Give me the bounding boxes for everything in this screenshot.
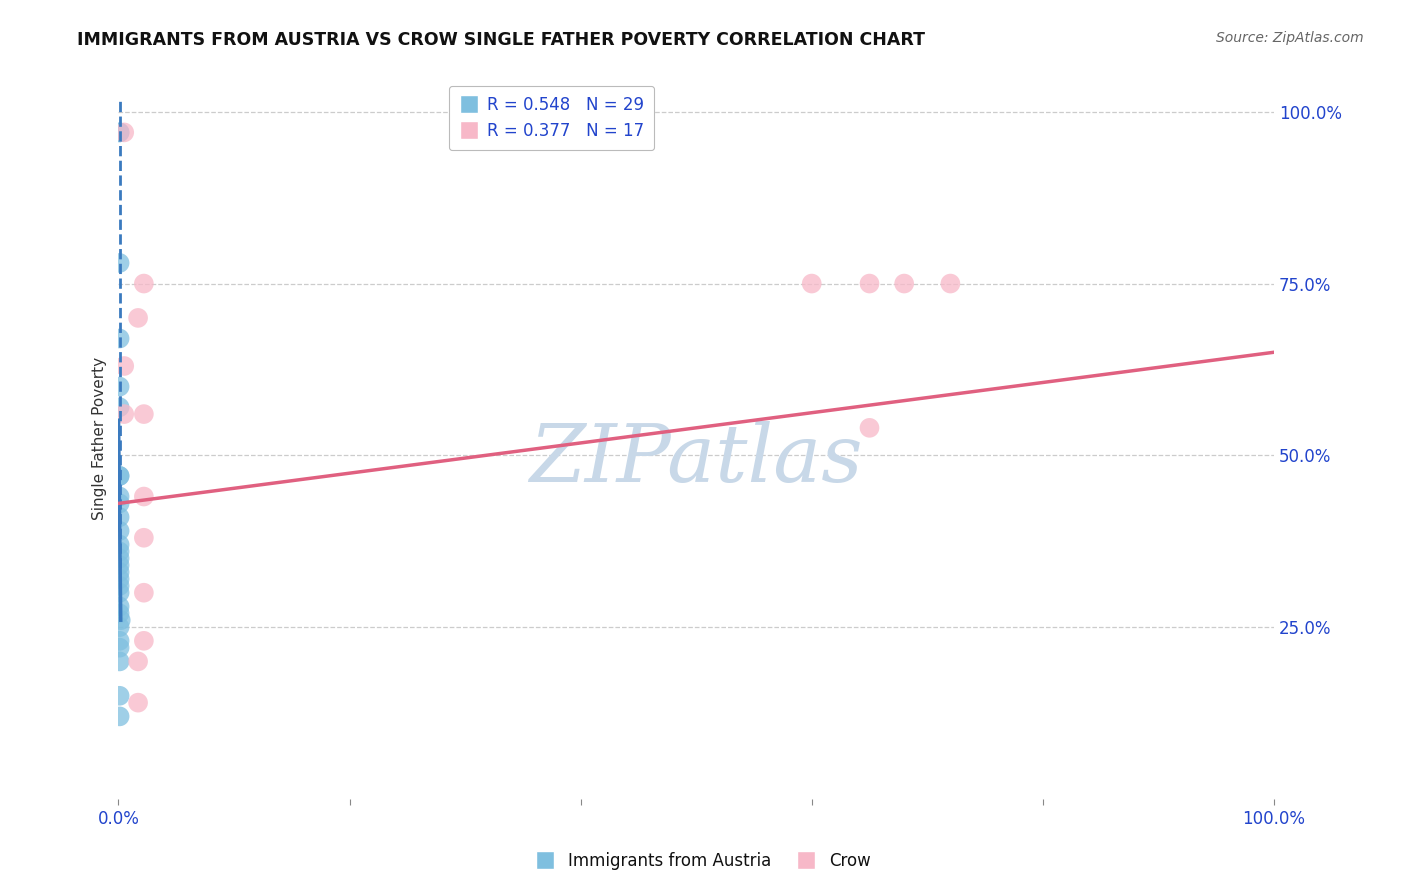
Point	[108, 510, 131, 524]
Point	[939, 277, 962, 291]
Point	[108, 585, 131, 599]
Point	[132, 633, 155, 648]
Point	[108, 256, 131, 270]
Point	[132, 531, 155, 545]
Point	[132, 277, 155, 291]
Point	[112, 359, 135, 373]
Point	[127, 655, 149, 669]
Point	[108, 401, 131, 415]
Point	[108, 709, 131, 723]
Legend: R = 0.548   N = 29, R = 0.377   N = 17: R = 0.548 N = 29, R = 0.377 N = 17	[449, 86, 654, 150]
Point	[132, 407, 155, 421]
Y-axis label: Single Father Poverty: Single Father Poverty	[93, 357, 107, 520]
Point	[108, 490, 131, 504]
Point	[132, 490, 155, 504]
Point	[108, 607, 131, 621]
Point	[108, 469, 131, 483]
Point	[108, 379, 131, 393]
Point	[108, 544, 131, 558]
Point	[108, 579, 131, 593]
Point	[108, 538, 131, 552]
Point	[108, 565, 131, 579]
Point	[127, 310, 149, 325]
Text: Source: ZipAtlas.com: Source: ZipAtlas.com	[1216, 31, 1364, 45]
Point	[108, 125, 131, 139]
Point	[108, 620, 131, 634]
Point	[108, 640, 131, 655]
Point	[127, 696, 149, 710]
Point	[108, 633, 131, 648]
Point	[893, 277, 915, 291]
Point	[108, 125, 131, 139]
Legend: Immigrants from Austria, Crow: Immigrants from Austria, Crow	[529, 846, 877, 877]
Point	[110, 613, 132, 627]
Point	[132, 585, 155, 599]
Point	[108, 332, 131, 346]
Point	[108, 524, 131, 538]
Point	[112, 407, 135, 421]
Point	[858, 277, 880, 291]
Point	[108, 558, 131, 573]
Point	[108, 599, 131, 614]
Point	[108, 572, 131, 586]
Point	[800, 277, 823, 291]
Point	[108, 689, 131, 703]
Point	[108, 551, 131, 566]
Point	[108, 469, 131, 483]
Point	[858, 421, 880, 435]
Text: IMMIGRANTS FROM AUSTRIA VS CROW SINGLE FATHER POVERTY CORRELATION CHART: IMMIGRANTS FROM AUSTRIA VS CROW SINGLE F…	[77, 31, 925, 49]
Point	[108, 655, 131, 669]
Text: ZIPatlas: ZIPatlas	[530, 421, 863, 499]
Point	[108, 496, 131, 510]
Point	[112, 125, 135, 139]
